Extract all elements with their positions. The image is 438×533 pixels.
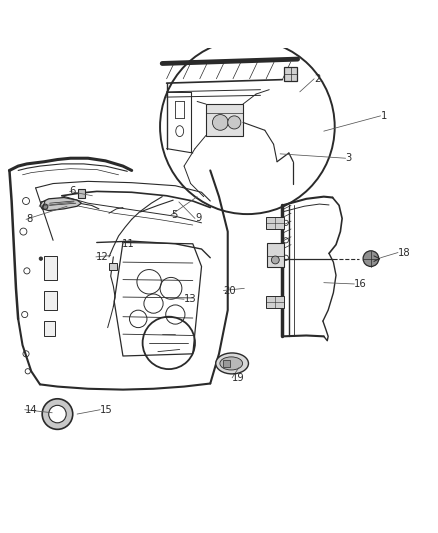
Circle shape — [363, 251, 379, 266]
Bar — [44, 290, 57, 310]
Text: 12: 12 — [96, 252, 109, 262]
Text: 16: 16 — [354, 279, 367, 289]
Bar — [44, 321, 55, 336]
Text: 9: 9 — [195, 214, 201, 223]
Text: 19: 19 — [232, 373, 245, 383]
Bar — [266, 296, 285, 308]
Text: 14: 14 — [25, 405, 37, 415]
Bar — [44, 256, 57, 280]
Bar — [206, 104, 243, 135]
Circle shape — [228, 116, 241, 129]
Circle shape — [272, 256, 279, 264]
Text: 18: 18 — [398, 247, 411, 257]
Text: 15: 15 — [100, 405, 113, 415]
Circle shape — [42, 399, 73, 430]
Bar — [78, 189, 85, 198]
Bar — [267, 244, 284, 268]
Bar — [285, 67, 297, 81]
Bar — [223, 360, 230, 367]
Text: 6: 6 — [70, 187, 76, 196]
Text: 8: 8 — [26, 214, 32, 224]
Text: 2: 2 — [314, 74, 321, 84]
Circle shape — [212, 115, 228, 130]
Bar — [109, 263, 117, 270]
Text: 20: 20 — [223, 286, 236, 295]
Text: 11: 11 — [122, 239, 135, 249]
Ellipse shape — [216, 353, 248, 374]
Text: 3: 3 — [346, 153, 352, 163]
Polygon shape — [40, 198, 81, 211]
Ellipse shape — [220, 357, 243, 370]
Bar — [266, 217, 285, 229]
Text: 1: 1 — [381, 111, 387, 121]
Circle shape — [42, 204, 48, 209]
Text: 13: 13 — [184, 294, 197, 304]
Circle shape — [49, 405, 66, 423]
Text: 5: 5 — [171, 210, 177, 220]
Circle shape — [39, 257, 42, 261]
Text: 7: 7 — [39, 201, 46, 211]
